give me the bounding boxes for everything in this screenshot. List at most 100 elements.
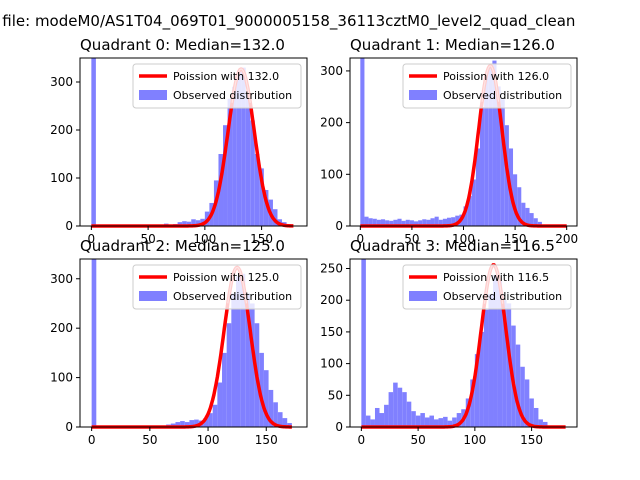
- histogram-bar: [208, 413, 213, 427]
- histogram-bar: [529, 398, 534, 427]
- histogram-bar: [231, 293, 236, 427]
- histogram-bar: [175, 422, 181, 427]
- histogram-bar: [259, 352, 264, 427]
- histogram-bar: [379, 413, 385, 427]
- histogram-bar: [492, 60, 497, 227]
- histogram-bar: [259, 168, 264, 226]
- histogram-bar: [263, 190, 269, 226]
- quadrant-0-plot: 0 50 100 150 0 100 200 300 Quadrant 0: Median=13…: [50, 36, 308, 246]
- y-tick-label: 200: [50, 321, 73, 335]
- histogram-bar: [418, 220, 423, 226]
- x-tick-label: 150: [520, 433, 543, 447]
- histogram-bar: [402, 392, 407, 427]
- panel-title: Quadrant 1: Median=126.0: [350, 36, 555, 54]
- x-tick-label: 100: [197, 433, 220, 447]
- y-tick-label: 200: [50, 123, 73, 137]
- histogram-bar: [452, 417, 457, 427]
- panel-title: Quadrant 0: Median=132.0: [80, 36, 285, 54]
- histogram-bar: [380, 219, 386, 226]
- x-tick-label: 50: [140, 232, 155, 246]
- x-tick-label: 50: [142, 433, 157, 447]
- legend-hist-label: Observed distribution: [443, 89, 562, 102]
- legend-hist-swatch: [409, 90, 437, 100]
- histogram-bar: [241, 67, 246, 226]
- histogram-bar: [467, 196, 472, 226]
- y-tick-label: 100: [50, 171, 73, 185]
- histogram-bar: [401, 220, 406, 226]
- histogram-bar: [493, 274, 498, 427]
- x-tick-label: 100: [193, 232, 216, 246]
- histogram-bar: [203, 418, 209, 427]
- histogram-bar: [245, 94, 251, 226]
- histogram-bar: [517, 187, 522, 226]
- histogram-bar: [513, 174, 518, 226]
- histogram-bar: [397, 387, 403, 427]
- histogram-bar: [521, 202, 526, 226]
- legend-hist-swatch: [139, 90, 167, 100]
- histogram-bar: [212, 404, 218, 427]
- histogram-bar: [217, 382, 223, 427]
- axes-frame: [79, 57, 308, 227]
- histogram-bar: [368, 218, 373, 226]
- histogram-bar: [455, 215, 460, 226]
- x-tick-label: 150: [504, 232, 527, 246]
- histogram-bar: [249, 303, 255, 427]
- histogram-bar: [287, 423, 292, 427]
- histogram-bar: [370, 419, 375, 427]
- y-tick-label: 100: [320, 357, 343, 371]
- histogram-bar: [194, 419, 199, 427]
- histogram-bar: [393, 382, 398, 427]
- histogram-bar: [542, 421, 548, 427]
- histogram-bar: [218, 154, 224, 226]
- x-tick-label: 0: [88, 433, 96, 447]
- histogram-bar: [525, 207, 530, 226]
- histogram-bar: [426, 219, 431, 226]
- histogram-bar: [433, 419, 439, 427]
- histogram-bar: [456, 413, 462, 427]
- x-tick-label: 0: [358, 433, 366, 447]
- histogram-bar: [222, 352, 227, 427]
- histogram-bar: [389, 220, 394, 226]
- legend-hist-label: Observed distribution: [173, 89, 292, 102]
- histogram-bar: [413, 221, 419, 226]
- axes-frame: [79, 258, 308, 428]
- histogram-bar: [186, 221, 192, 226]
- y-tick-label: 300: [320, 64, 343, 78]
- histogram-bar: [177, 222, 183, 226]
- histogram-bar: [393, 219, 398, 226]
- histogram-bar: [223, 125, 228, 226]
- histogram-bar: [235, 276, 241, 427]
- histogram-bar: [446, 217, 452, 226]
- legend-hist-swatch: [139, 291, 167, 301]
- histogram-bar: [438, 219, 443, 226]
- axes-frame: [349, 258, 578, 428]
- histogram-bar: [226, 323, 232, 427]
- histogram-bar: [537, 221, 542, 226]
- histogram-bar: [272, 209, 278, 226]
- histogram-bar: [245, 293, 250, 427]
- histogram-bar: [533, 218, 538, 226]
- panel-title: Quadrant 2: Median=125.0: [80, 237, 285, 255]
- histogram-bar: [500, 99, 505, 226]
- histogram-bar: [424, 417, 430, 427]
- histogram-bar: [429, 415, 434, 427]
- y-tick-label: 300: [50, 75, 73, 89]
- histogram-bar: [236, 72, 242, 227]
- histogram-bar: [480, 107, 485, 226]
- histogram-bar: [479, 331, 484, 427]
- histogram-bar: [372, 218, 377, 226]
- histogram-bar: [430, 218, 435, 226]
- legend-fit-label: Poission with 125.0: [173, 271, 279, 284]
- histogram-bar: [182, 221, 187, 226]
- y-tick-label: 300: [50, 272, 73, 286]
- legend-box: [402, 264, 572, 310]
- histogram-bar: [250, 120, 255, 226]
- histogram-bar: [240, 273, 246, 427]
- legend-box: [402, 63, 572, 109]
- histogram-bar: [451, 217, 456, 226]
- histogram-bar: [447, 420, 453, 427]
- histogram-bar: [409, 220, 414, 226]
- histogram-bar: [277, 412, 283, 427]
- histogram-bar: [442, 218, 447, 226]
